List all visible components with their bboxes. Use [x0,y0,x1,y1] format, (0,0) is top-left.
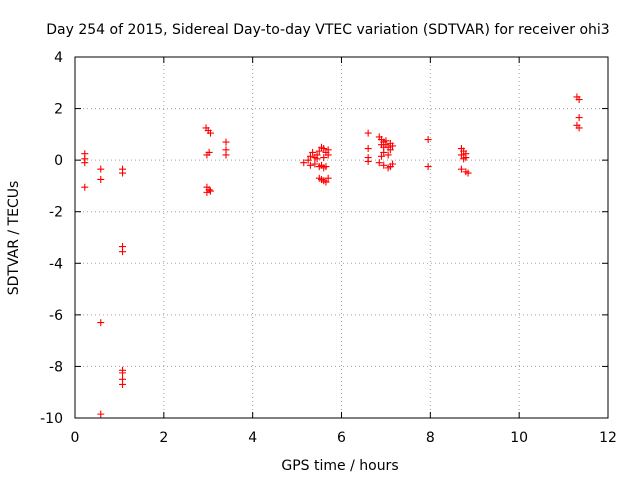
data-point [364,145,372,153]
x-tick-label: 10 [510,430,528,446]
x-axis-ticks: 0 2 4 6 8 10 12 [71,57,617,446]
y-tick-label: 2 [54,102,63,118]
data-point [375,159,383,167]
data-point [324,174,332,182]
y-tick-label: 4 [54,50,63,66]
y-axis-ticks: 4 2 0 -2 -4 -6 -8 -10 [40,50,608,427]
x-tick-label: 12 [599,430,617,446]
data-point [97,319,105,327]
data-point [464,169,472,177]
data-point [313,155,321,163]
data-point [457,151,465,159]
data-point [81,183,89,191]
data-point [424,136,432,144]
data-point [320,154,328,162]
data-point [389,142,397,150]
data-point [389,160,397,168]
data-point [311,160,319,168]
data-point [119,369,127,377]
data-point [380,143,388,151]
data-point [304,156,312,164]
data-point [384,151,392,159]
x-tick-label: 4 [248,430,257,446]
data-point [460,155,468,163]
x-tick-label: 6 [337,430,346,446]
data-point [97,175,105,183]
data-point [377,152,385,160]
data-point [222,138,230,146]
y-tick-label: -6 [49,308,63,324]
y-tick-label: -2 [49,205,63,221]
data-point [575,124,583,132]
data-point [315,147,323,155]
data-point [386,146,394,154]
data-point [97,165,105,173]
y-tick-label: 0 [54,153,63,169]
data-point [457,165,465,173]
data-points [81,93,583,418]
data-point [203,188,211,196]
x-tick-label: 0 [71,430,80,446]
data-point [306,152,314,160]
data-point [575,114,583,122]
data-point [97,410,105,418]
data-point [364,129,372,137]
data-point [206,129,214,137]
data-point [322,163,330,171]
gridlines [75,57,608,418]
data-point [119,380,127,388]
data-point [81,159,89,167]
data-point [575,96,583,104]
data-point [324,151,332,159]
data-point [380,161,388,169]
data-point [424,163,432,171]
data-point [205,148,213,156]
y-tick-label: -8 [49,359,63,375]
data-point [322,178,330,186]
data-point [222,151,230,159]
data-point [300,159,308,167]
data-point [309,148,317,156]
y-axis-label: SDTVAR / TECUs [6,181,22,296]
data-point [119,248,127,256]
y-tick-label: -10 [40,411,63,427]
chart-title: Day 254 of 2015, Sidereal Day-to-day VTE… [46,22,609,38]
x-tick-label: 8 [426,430,435,446]
y-tick-label: -4 [49,256,63,272]
data-point [320,145,328,153]
data-point [364,157,372,165]
data-point [206,187,214,195]
data-point [382,137,390,145]
x-tick-label: 2 [159,430,168,446]
data-point [119,169,127,177]
data-point [306,161,314,169]
x-axis-label: GPS time / hours [281,458,398,474]
